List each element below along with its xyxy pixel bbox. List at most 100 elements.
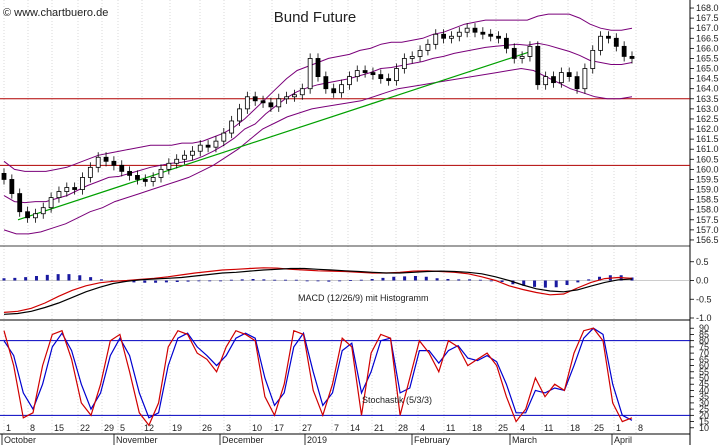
- candle-body: [48, 197, 54, 209]
- macd-histogram-bar: [294, 279, 298, 281]
- candle-body: [252, 96, 258, 102]
- candle-body: [276, 98, 282, 108]
- candle-body: [25, 211, 30, 219]
- candle-body: [292, 94, 297, 98]
- candle-body: [323, 76, 329, 90]
- day-tick-label: 1: [616, 423, 621, 433]
- price-tick-label: 166.0: [696, 43, 719, 53]
- candle-body: [229, 120, 235, 134]
- candle-body: [9, 179, 15, 194]
- candle-body: [205, 144, 211, 148]
- macd-tick-label: 0.0: [696, 276, 709, 286]
- price-tick-label: 159.5: [696, 174, 719, 184]
- candle-body: [527, 45, 533, 57]
- price-tick-label: 166.5: [696, 33, 719, 43]
- candle-body: [606, 35, 611, 39]
- candle-body: [598, 35, 603, 51]
- candle-body: [621, 45, 627, 57]
- stochastic-k-line: [3, 327, 633, 427]
- candle-body: [394, 68, 399, 82]
- candle-body: [150, 177, 156, 182]
- candle-body: [244, 96, 250, 110]
- candle-body: [221, 132, 227, 142]
- macd-histogram-bar: [45, 274, 49, 281]
- candle-body: [433, 33, 439, 45]
- macd-panel: [0, 267, 690, 315]
- macd-histogram-bar: [522, 280, 526, 286]
- candle-body: [237, 108, 242, 122]
- candle-body: [142, 179, 148, 182]
- candle-body: [441, 33, 447, 39]
- macd-histogram-bar: [489, 280, 493, 282]
- day-tick-label: 27: [302, 423, 312, 433]
- macd-tick-label: -1.0: [696, 313, 712, 323]
- macd-histogram-bar: [348, 280, 352, 281]
- candle-body: [197, 144, 203, 152]
- day-tick-label: 12: [144, 423, 154, 433]
- macd-line: [3, 267, 633, 315]
- month-label: October: [4, 435, 36, 445]
- candle-body: [543, 76, 549, 86]
- candle-body: [582, 68, 588, 90]
- candle-body: [574, 76, 580, 90]
- day-tick-label: 25: [594, 423, 604, 433]
- stochastic-tick-label: 80: [699, 336, 709, 346]
- macd-histogram-bar: [543, 280, 547, 288]
- candle-body: [464, 27, 470, 33]
- candle-body: [566, 72, 572, 77]
- stochastic-tick-label: 20: [699, 410, 709, 420]
- candle-body: [519, 56, 525, 59]
- macd-histogram-bar: [164, 280, 168, 283]
- candle-body: [417, 49, 423, 57]
- macd-histogram-bar: [598, 276, 602, 281]
- stochastic-tick-label: 35: [699, 392, 709, 402]
- month-label: November: [116, 435, 158, 445]
- macd-histogram-bar: [56, 274, 60, 281]
- stochastic-tick-label: 60: [699, 361, 709, 371]
- candle-body: [135, 175, 140, 180]
- candle-body: [213, 140, 219, 148]
- stochastic-tick-label: 50: [699, 373, 709, 383]
- day-tick-label: 4: [420, 423, 425, 433]
- macd-histogram-bar: [240, 279, 244, 281]
- macd-histogram-bar: [381, 277, 385, 281]
- candle-body: [354, 70, 360, 78]
- chart-title: Bund Future: [274, 9, 357, 26]
- candle-body: [268, 102, 274, 108]
- day-tick-label: 18: [472, 423, 482, 433]
- price-tick-label: 158.5: [696, 195, 719, 205]
- macd-histogram-bar: [219, 280, 223, 282]
- stochastic-tick-label: 65: [699, 354, 709, 364]
- macd-histogram-bar: [229, 279, 233, 281]
- day-tick-label: 11: [446, 423, 455, 433]
- macd-histogram-bar: [208, 280, 212, 282]
- macd-histogram-bar: [587, 279, 591, 281]
- day-tick-label: 10: [252, 423, 262, 433]
- macd-histogram-bar: [143, 280, 147, 283]
- stochastic-tick-label: 45: [699, 379, 709, 389]
- macd-histogram-bar: [273, 279, 277, 281]
- bollinger-middle-band: [3, 42, 633, 204]
- candle-body: [511, 47, 517, 59]
- candle-body: [95, 156, 101, 168]
- price-tick-label: 167.5: [696, 13, 719, 23]
- candle-body: [362, 70, 368, 73]
- candle-body: [558, 72, 564, 84]
- macd-histogram-bar: [24, 277, 28, 281]
- candle-body: [472, 27, 478, 33]
- macd-histogram-bar: [197, 280, 201, 282]
- macd-histogram-bar: [554, 280, 558, 288]
- day-tick-label: 17: [274, 423, 284, 433]
- price-tick-label: 168.0: [696, 3, 719, 13]
- macd-histogram-bar: [392, 276, 396, 281]
- candle-body: [260, 100, 266, 104]
- day-tick-label: 15: [54, 423, 64, 433]
- candle-body: [299, 88, 305, 96]
- price-tick-label: 159.0: [696, 185, 719, 195]
- time-axis: 1 8 15 22 29 5 12 19 26 3 10 17 27 7 14 21 28 4 11 18 25 4 11 1…: [1, 423, 643, 445]
- price-tick-label: 164.0: [696, 84, 719, 94]
- price-tick-label: 163.0: [696, 104, 719, 114]
- stochastic-tick-label: 55: [699, 367, 709, 377]
- watermark: © www.chartbuero.de: [3, 7, 108, 19]
- day-tick-label: 8: [638, 423, 643, 433]
